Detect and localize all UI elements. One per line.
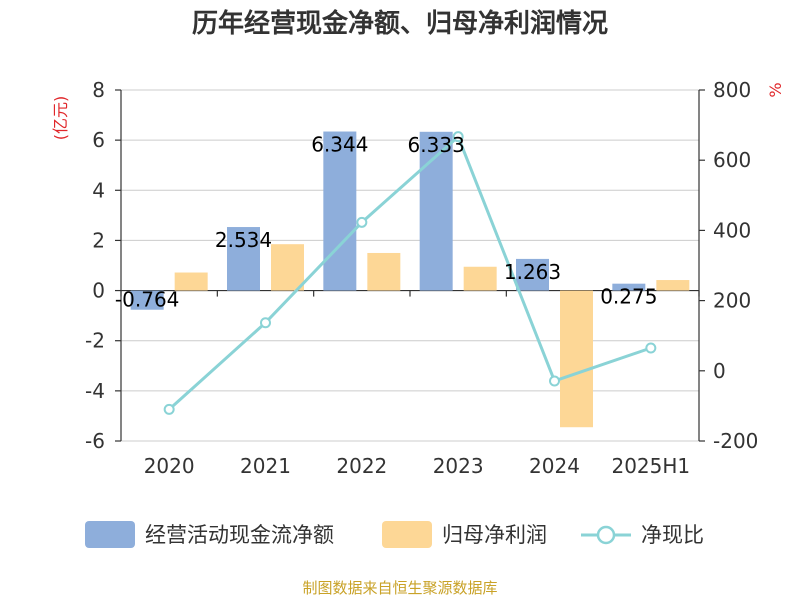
left-axis-tick-label: 2 [92,228,105,252]
bar-cashflow [612,283,646,291]
x-axis-tick-label: 2025H1 [611,454,690,478]
line-point-ratio [452,131,464,143]
left-axis-tick-label: 8 [92,78,105,102]
bar-netprofit [463,266,497,291]
line-point-ratio [356,216,368,228]
legend-item-cashflow[interactable]: 经营活动现金流净额 [85,521,334,548]
line-series [163,131,657,415]
legend-swatch-netprofit [382,521,432,548]
data-label-cashflow: 6.333 [408,133,465,157]
left-axis-tick-label: -6 [85,429,105,453]
bar-netprofit [367,252,401,291]
left-axis-tick-label: -2 [85,329,105,353]
tick-labels: -6 -4 -2 0 2 4 6 8 -200 0 200 400 600 800 2020 2021 2022… [85,78,758,478]
right-axis-tick-label: 600 [713,148,751,172]
legend-swatch-marker [596,525,616,545]
data-label-cashflow: -0.764 [115,288,179,312]
bar-series [130,131,690,428]
data-label-cashflow: 1.263 [504,260,561,284]
line-point-ratio [163,403,175,415]
legend-label-cashflow: 经营活动现金流净额 [145,523,334,547]
bar-cashflow [323,131,357,291]
bar-cashflow [516,258,549,291]
line-point-ratio [260,317,271,329]
right-axis-tick-label: 200 [713,289,751,313]
legend-item-netprofit[interactable]: 归母净利润 [382,521,547,548]
left-axis-tick-label: -4 [85,379,105,403]
x-axis-tick-label: 2023 [433,454,484,478]
x-axis-tick-label: 2022 [336,454,387,478]
left-axis-tick-label: 4 [92,178,105,202]
bar-cashflow [130,290,164,310]
left-axis-tick-label: 6 [92,128,105,152]
legend: 经营活动现金流净额 归母净利润 净现比 [85,521,704,548]
legend-swatch-cashflow [85,521,135,548]
right-axis-tick-label: 0 [713,359,726,383]
right-axis-tick-label: 400 [713,218,751,242]
data-label-cashflow: 2.534 [215,228,272,252]
source-note: 制图数据来自恒生聚源数据库 [302,579,497,597]
bar-cashflow [419,131,453,291]
right-axis-tick-label: 800 [713,78,751,102]
line-point-ratio [549,375,560,387]
bar-netprofit [656,280,690,291]
bar-cashflow [227,227,260,291]
bar-netprofit [271,244,304,291]
right-axis-unit: % [766,82,785,97]
x-axis-tick-label: 2020 [144,454,195,478]
data-labels: -0.764 2.534 6.344 6.333 1.263 0.275 [115,133,658,312]
right-axis-tick-label: -200 [713,429,758,453]
x-axis-tick-label: 2024 [529,454,580,478]
left-axis-tick-label: 0 [92,279,105,303]
legend-label-netprofit: 归母净利润 [442,523,547,547]
legend-label-ratio: 净现比 [641,523,704,547]
line-ratio [168,134,652,411]
left-axis-unit: (亿元) [51,96,70,141]
chart-title: 历年经营现金净额、归母净利润情况 [192,8,608,39]
data-label-cashflow: 0.275 [600,285,657,309]
axes [115,89,705,442]
legend-item-ratio[interactable]: 净现比 [581,523,704,547]
line-point-ratio [645,342,657,354]
data-label-cashflow: 6.344 [311,133,368,157]
bar-netprofit [174,272,208,291]
x-axis-tick-label: 2021 [240,454,291,478]
bar-netprofit [560,290,593,428]
